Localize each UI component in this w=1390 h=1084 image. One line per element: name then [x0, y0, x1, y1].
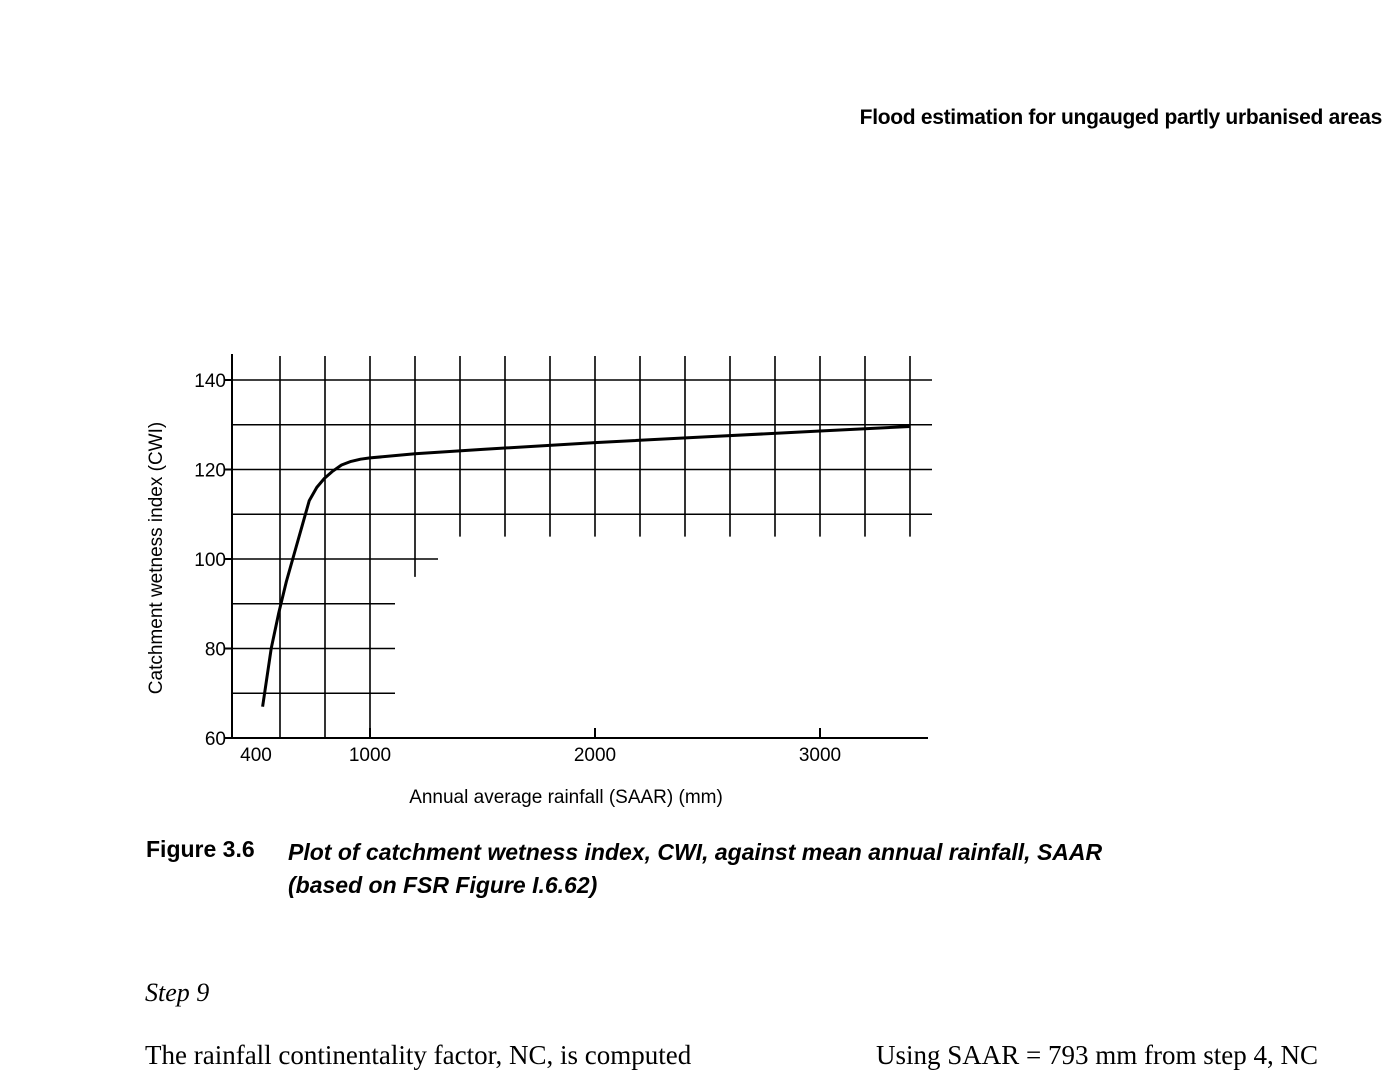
x-tick-label: 400 — [240, 745, 272, 766]
y-axis-title: Catchment wetness index (CWI) — [146, 422, 167, 694]
ticks-layer: 60 80 100 120 140 400 1000 2000 3000 — [194, 371, 841, 766]
figure-label: Figure 3.6 — [146, 836, 255, 862]
y-tick-label: 60 — [205, 729, 226, 750]
body-text-right: Using SAAR = 793 mm from step 4, NC — [876, 1040, 1318, 1070]
cwi-curve — [261, 425, 911, 707]
figure-caption-line-1: Plot of catchment wetness index, CWI, ag… — [288, 839, 1103, 865]
y-tick-label: 80 — [205, 640, 226, 661]
figure-caption: Plot of catchment wetness index, CWI, ag… — [288, 836, 1248, 902]
figure-caption-line-2: (based on FSR Figure I.6.62) — [288, 872, 598, 898]
y-tick-label: 140 — [194, 371, 226, 392]
x-tick-label: 1000 — [349, 745, 391, 766]
axes-layer — [231, 354, 928, 739]
x-axis-title: Annual average rainfall (SAAR) (mm) — [409, 787, 723, 808]
step-heading: Step 9 — [145, 978, 210, 1007]
series-layer — [261, 425, 911, 707]
x-tick-label: 3000 — [799, 745, 841, 766]
body-text-left: The rainfall continentality factor, NC, … — [145, 1040, 692, 1070]
grid-layer — [232, 356, 932, 738]
cwi-saar-chart: 60 80 100 120 140 400 1000 2000 3000 Catchment w… — [146, 354, 932, 808]
y-tick-label: 120 — [194, 461, 226, 482]
x-tick-label: 2000 — [574, 745, 616, 766]
y-tick-label: 100 — [194, 550, 226, 571]
running-header: Flood estimation for ungauged partly urb… — [859, 106, 1383, 129]
